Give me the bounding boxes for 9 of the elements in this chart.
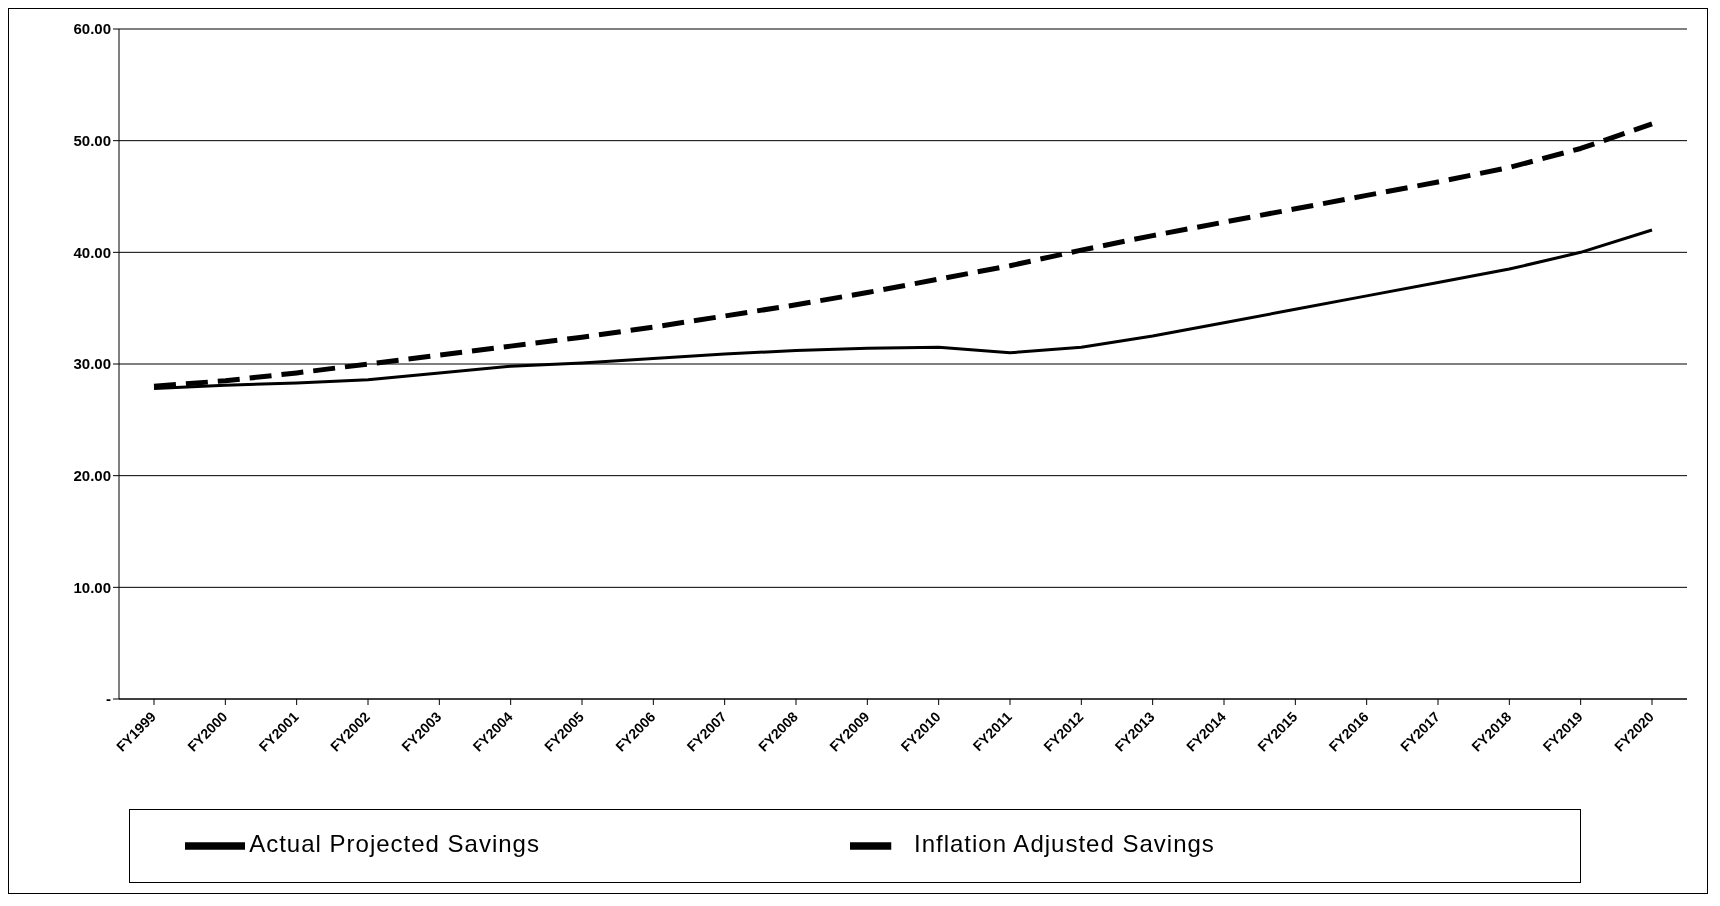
y-tick-label: 10.00 — [73, 578, 111, 596]
y-tick-label: 20.00 — [73, 466, 111, 484]
y-tick-label: 40.00 — [73, 243, 111, 261]
legend-label: Inflation Adjusted Savings — [913, 830, 1215, 858]
y-tick-label: 30.00 — [73, 355, 111, 373]
y-tick-label: 60.00 — [73, 20, 111, 38]
y-tick-label: 50.00 — [73, 131, 111, 149]
y-tick-label: - — [106, 690, 111, 708]
legend-label: Actual Projected Savings — [249, 830, 540, 858]
